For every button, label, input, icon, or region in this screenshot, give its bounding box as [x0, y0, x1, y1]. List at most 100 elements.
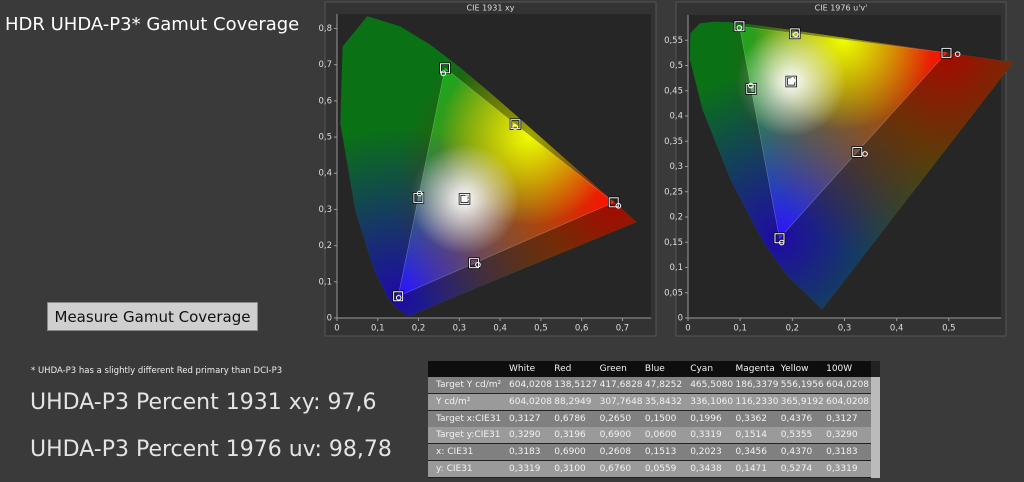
y-tick-label: 0,5	[669, 61, 683, 71]
measured-point	[862, 151, 868, 157]
table-cell: 307,7648	[599, 396, 643, 407]
target-point-outline	[413, 192, 424, 203]
table-cell: 0,3100	[554, 464, 586, 474]
table-cell: 365,9192	[780, 396, 824, 407]
scrollbar[interactable]	[871, 377, 880, 478]
y-tick-label: 0,55	[664, 36, 683, 46]
column-header: Blue	[644, 364, 665, 374]
table-cell: 0,5274	[780, 464, 813, 474]
table-cell: 0,1513	[644, 447, 677, 458]
table-cell: 0,3319	[826, 464, 858, 474]
column-header: White	[509, 364, 536, 374]
table-cell: 336,1060	[690, 396, 734, 407]
measured-point	[736, 25, 743, 31]
target-gamut	[397, 67, 615, 297]
table-cell: 35,8432	[644, 396, 683, 407]
measured-point	[395, 294, 402, 301]
chart-title: CIE 1931 xy	[467, 4, 515, 13]
table-cell: 0,3183	[509, 447, 541, 458]
y-tick-label: 0,8	[318, 24, 332, 34]
target-point-outline	[734, 21, 745, 32]
measured-point	[440, 70, 447, 77]
target-point-outline	[852, 146, 863, 157]
measured-point	[512, 124, 519, 130]
result-1931: UHDA-P3 Percent 1931 xy: 97,6	[30, 390, 377, 415]
charts: CIE 1931 xy 0 0,1 0,2 0,3 0,4 0,5 0,6 0,7 0 0,1 0,2…	[318, 1, 1014, 337]
table-cell: 0,3319	[690, 430, 722, 441]
table-cell: 0,0600	[644, 430, 677, 441]
target-point-outline	[440, 63, 451, 74]
table-cell: 604,0208	[509, 380, 552, 390]
table-row: Target Y cd/m² 604,0208 138,5127 417,6828 47…	[428, 377, 871, 393]
x-tick-label: 0	[334, 324, 339, 334]
table-cell: 0,5355	[780, 430, 813, 441]
table-cell: 604,0208	[826, 380, 870, 390]
y-tick-label: 0,1	[669, 263, 683, 273]
table-cell: 0,2608	[599, 447, 632, 458]
row-label: Y cd/m²	[436, 396, 471, 407]
measured-point	[793, 31, 799, 38]
table-cell: 0,3456	[735, 447, 768, 458]
table-cell: 0,2023	[690, 447, 722, 458]
table-row: Y cd/m² 604,0208 88,2949 307,7648 35,8432 336…	[428, 393, 871, 410]
table-cell: 0,6760	[599, 464, 632, 474]
table-cell: 0,6786	[554, 413, 586, 424]
row-label: Target Y cd/m²	[436, 380, 502, 390]
target-point-outline	[941, 47, 952, 58]
x-tick-label: 0,5	[534, 324, 548, 334]
table-cell: 0,3319	[509, 464, 541, 474]
measure-button[interactable]: Measure Gamut Coverage	[47, 302, 258, 331]
column-header: Magenta	[735, 364, 775, 374]
table-cell: 0,1514	[735, 430, 768, 441]
table-cell: 0,2650	[599, 413, 632, 424]
table-cell: 0,3362	[735, 413, 768, 424]
target-point-outline	[789, 28, 800, 39]
table-cell: 47,8252	[644, 380, 683, 390]
y-tick-label: 0,4	[318, 169, 332, 179]
table-cell: 0,3127	[509, 413, 541, 424]
x-tick-label: 0,1	[733, 324, 747, 334]
result-1976: UHDA-P3 Percent 1976 uv: 98,78	[30, 437, 392, 462]
table-row: Target x:CIE31 0,3127 0,6786 0,2650 0,1500 0,…	[428, 410, 871, 427]
x-tick-label: 0	[685, 324, 690, 334]
row-label: x: CIE31	[436, 447, 474, 458]
table-cell: 0,3127	[826, 413, 858, 424]
table-cell: 0,1996	[690, 413, 722, 424]
table-cell: 0,4370	[780, 447, 813, 458]
target-point-outline	[393, 291, 404, 302]
measured-point	[748, 82, 754, 89]
measured-point	[475, 261, 481, 268]
x-tick-label: 0,3	[453, 324, 467, 334]
y-tick-label: 0,4	[669, 112, 683, 122]
table-cell: 0,1500	[644, 413, 677, 424]
table-cell: 116,2330	[735, 396, 779, 407]
target-point-outline	[746, 83, 757, 94]
target-gamut	[739, 25, 948, 240]
x-tick-label: 0,6	[575, 324, 589, 334]
column-header: Green	[599, 364, 627, 374]
x-tick-label: 0,5	[942, 324, 956, 334]
measurement-table: White Red Green Blue Cyan Magenta Yellow 100W Ta…	[428, 361, 880, 478]
footnote: * UHDA-P3 has a slightly different Red p…	[31, 366, 283, 376]
y-tick-label: 0,3	[669, 162, 683, 172]
table-row: Target y:CIE31 0,3290 0,3196 0,6900 0,0600 0,…	[428, 427, 871, 444]
table-cell: 0,3196	[554, 430, 586, 441]
measured-point	[954, 51, 961, 57]
x-tick-label: 0,4	[890, 324, 904, 334]
table-cell: 556,1956	[780, 380, 824, 390]
table-cell: 465,5080	[690, 380, 734, 390]
target-point-outline	[786, 76, 797, 87]
table-cell: 604,0208	[509, 396, 552, 407]
x-tick-label: 0,4	[493, 324, 507, 334]
row-label: Target x:CIE31	[436, 413, 502, 424]
x-tick-label: 0,1	[371, 324, 385, 334]
table-row: y: CIE31 0,3319 0,3100 0,6760 0,0559 0,3438 0,…	[428, 461, 871, 477]
target-point-outline	[608, 197, 619, 208]
table-cell: 0,6900	[554, 447, 586, 458]
y-tick-label: 0,2	[318, 241, 332, 251]
row-label: y: CIE31	[436, 464, 473, 474]
y-tick-label: 0,5	[318, 133, 332, 143]
x-tick-label: 0,3	[838, 324, 852, 334]
column-header: 100W	[826, 364, 853, 374]
table-cell: 88,2949	[554, 396, 592, 407]
